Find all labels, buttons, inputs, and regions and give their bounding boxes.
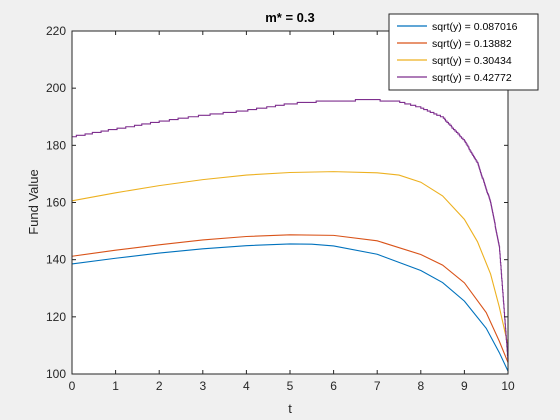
x-tick-label: 7: [374, 379, 381, 393]
x-tick-label: 3: [199, 379, 206, 393]
x-tick-label: 6: [330, 379, 337, 393]
y-tick-label: 120: [46, 310, 66, 324]
x-tick-label: 2: [156, 379, 163, 393]
x-tick-label: 0: [69, 379, 76, 393]
x-tick-label: 5: [287, 379, 294, 393]
legend-label: sqrt(y) = 0.30434: [432, 55, 512, 67]
y-tick-label: 100: [46, 367, 66, 381]
axes-layer: 0 1 2 3 4 5 6 7 8 9 10 100 120 140 160 180 200 220: [46, 24, 515, 393]
x-tick-label: 8: [417, 379, 424, 393]
legend-label: sqrt(y) = 0.42772: [432, 72, 512, 84]
series-line-1: [71, 243, 509, 372]
legend-label: sqrt(y) = 0.13882: [432, 38, 512, 50]
x-tick-label: 1: [112, 379, 119, 393]
legend-label: sqrt(y) = 0.087016: [432, 21, 518, 33]
y-tick-label: 200: [46, 81, 66, 95]
y-tick-label: 160: [46, 196, 66, 210]
series-layer: [71, 99, 509, 372]
series-line-4: [72, 99, 509, 363]
series-line-2: [71, 234, 509, 363]
x-tick-label: 10: [501, 379, 515, 393]
y-axis-label: Fund Value: [26, 169, 41, 235]
legend: sqrt(y) = 0.087016 sqrt(y) = 0.13882 sqrt(…: [388, 13, 539, 91]
x-tick-label: 9: [461, 379, 468, 393]
chart-title: m* = 0.3: [265, 10, 315, 25]
x-tick-label: 4: [243, 379, 250, 393]
y-tick-label: 180: [46, 138, 66, 152]
series-line-3: [71, 171, 509, 346]
x-axis-label: t: [288, 401, 292, 416]
y-tick-label: 220: [46, 24, 66, 38]
y-tick-label: 140: [46, 253, 66, 267]
